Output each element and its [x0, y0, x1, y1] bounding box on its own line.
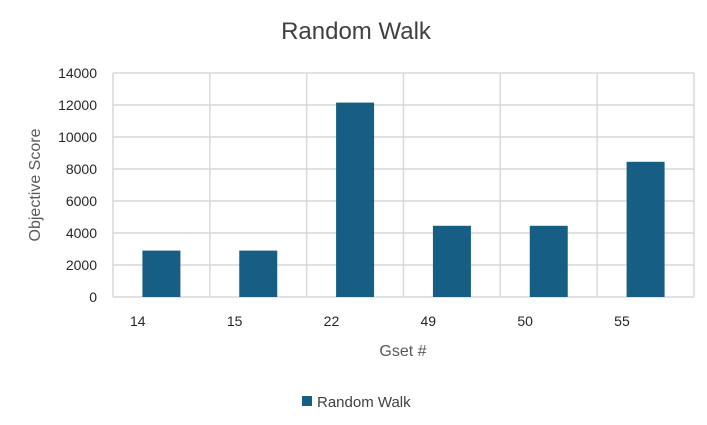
bar	[142, 250, 181, 297]
x-tick-label: 22	[324, 313, 340, 329]
gridlines	[112, 72, 695, 298]
y-tick-label: 4000	[66, 225, 97, 241]
chart-title: Random Walk	[281, 18, 432, 45]
y-axis-title: Objective Score	[27, 128, 44, 241]
bars	[142, 102, 665, 297]
legend-label: Random Walk	[317, 394, 411, 411]
bar	[529, 225, 568, 297]
y-tick-label: 10000	[58, 129, 97, 145]
y-tick-label: 2000	[66, 257, 97, 273]
bar	[336, 102, 375, 297]
y-tick-label: 6000	[66, 193, 97, 209]
y-tick-label: 14000	[58, 65, 97, 81]
bar	[626, 161, 665, 297]
y-tick-label: 12000	[58, 97, 97, 113]
y-tick-label: 8000	[66, 161, 97, 177]
x-axis-title: Gset #	[379, 343, 426, 360]
x-axis-ticks: 14 15 22 49 50 55	[130, 313, 630, 329]
x-tick-label: 50	[517, 313, 533, 329]
y-tick-label: 0	[89, 289, 97, 305]
legend-swatch	[302, 396, 312, 406]
bar	[239, 250, 278, 297]
x-tick-label: 55	[614, 313, 630, 329]
legend: Random Walk	[302, 394, 411, 411]
x-tick-label: 15	[227, 313, 243, 329]
x-tick-label: 14	[130, 313, 146, 329]
bar	[432, 225, 471, 297]
y-axis-ticks: 0 2000 4000 6000 8000 10000 12000 14000	[58, 65, 97, 305]
x-tick-label: 49	[421, 313, 437, 329]
